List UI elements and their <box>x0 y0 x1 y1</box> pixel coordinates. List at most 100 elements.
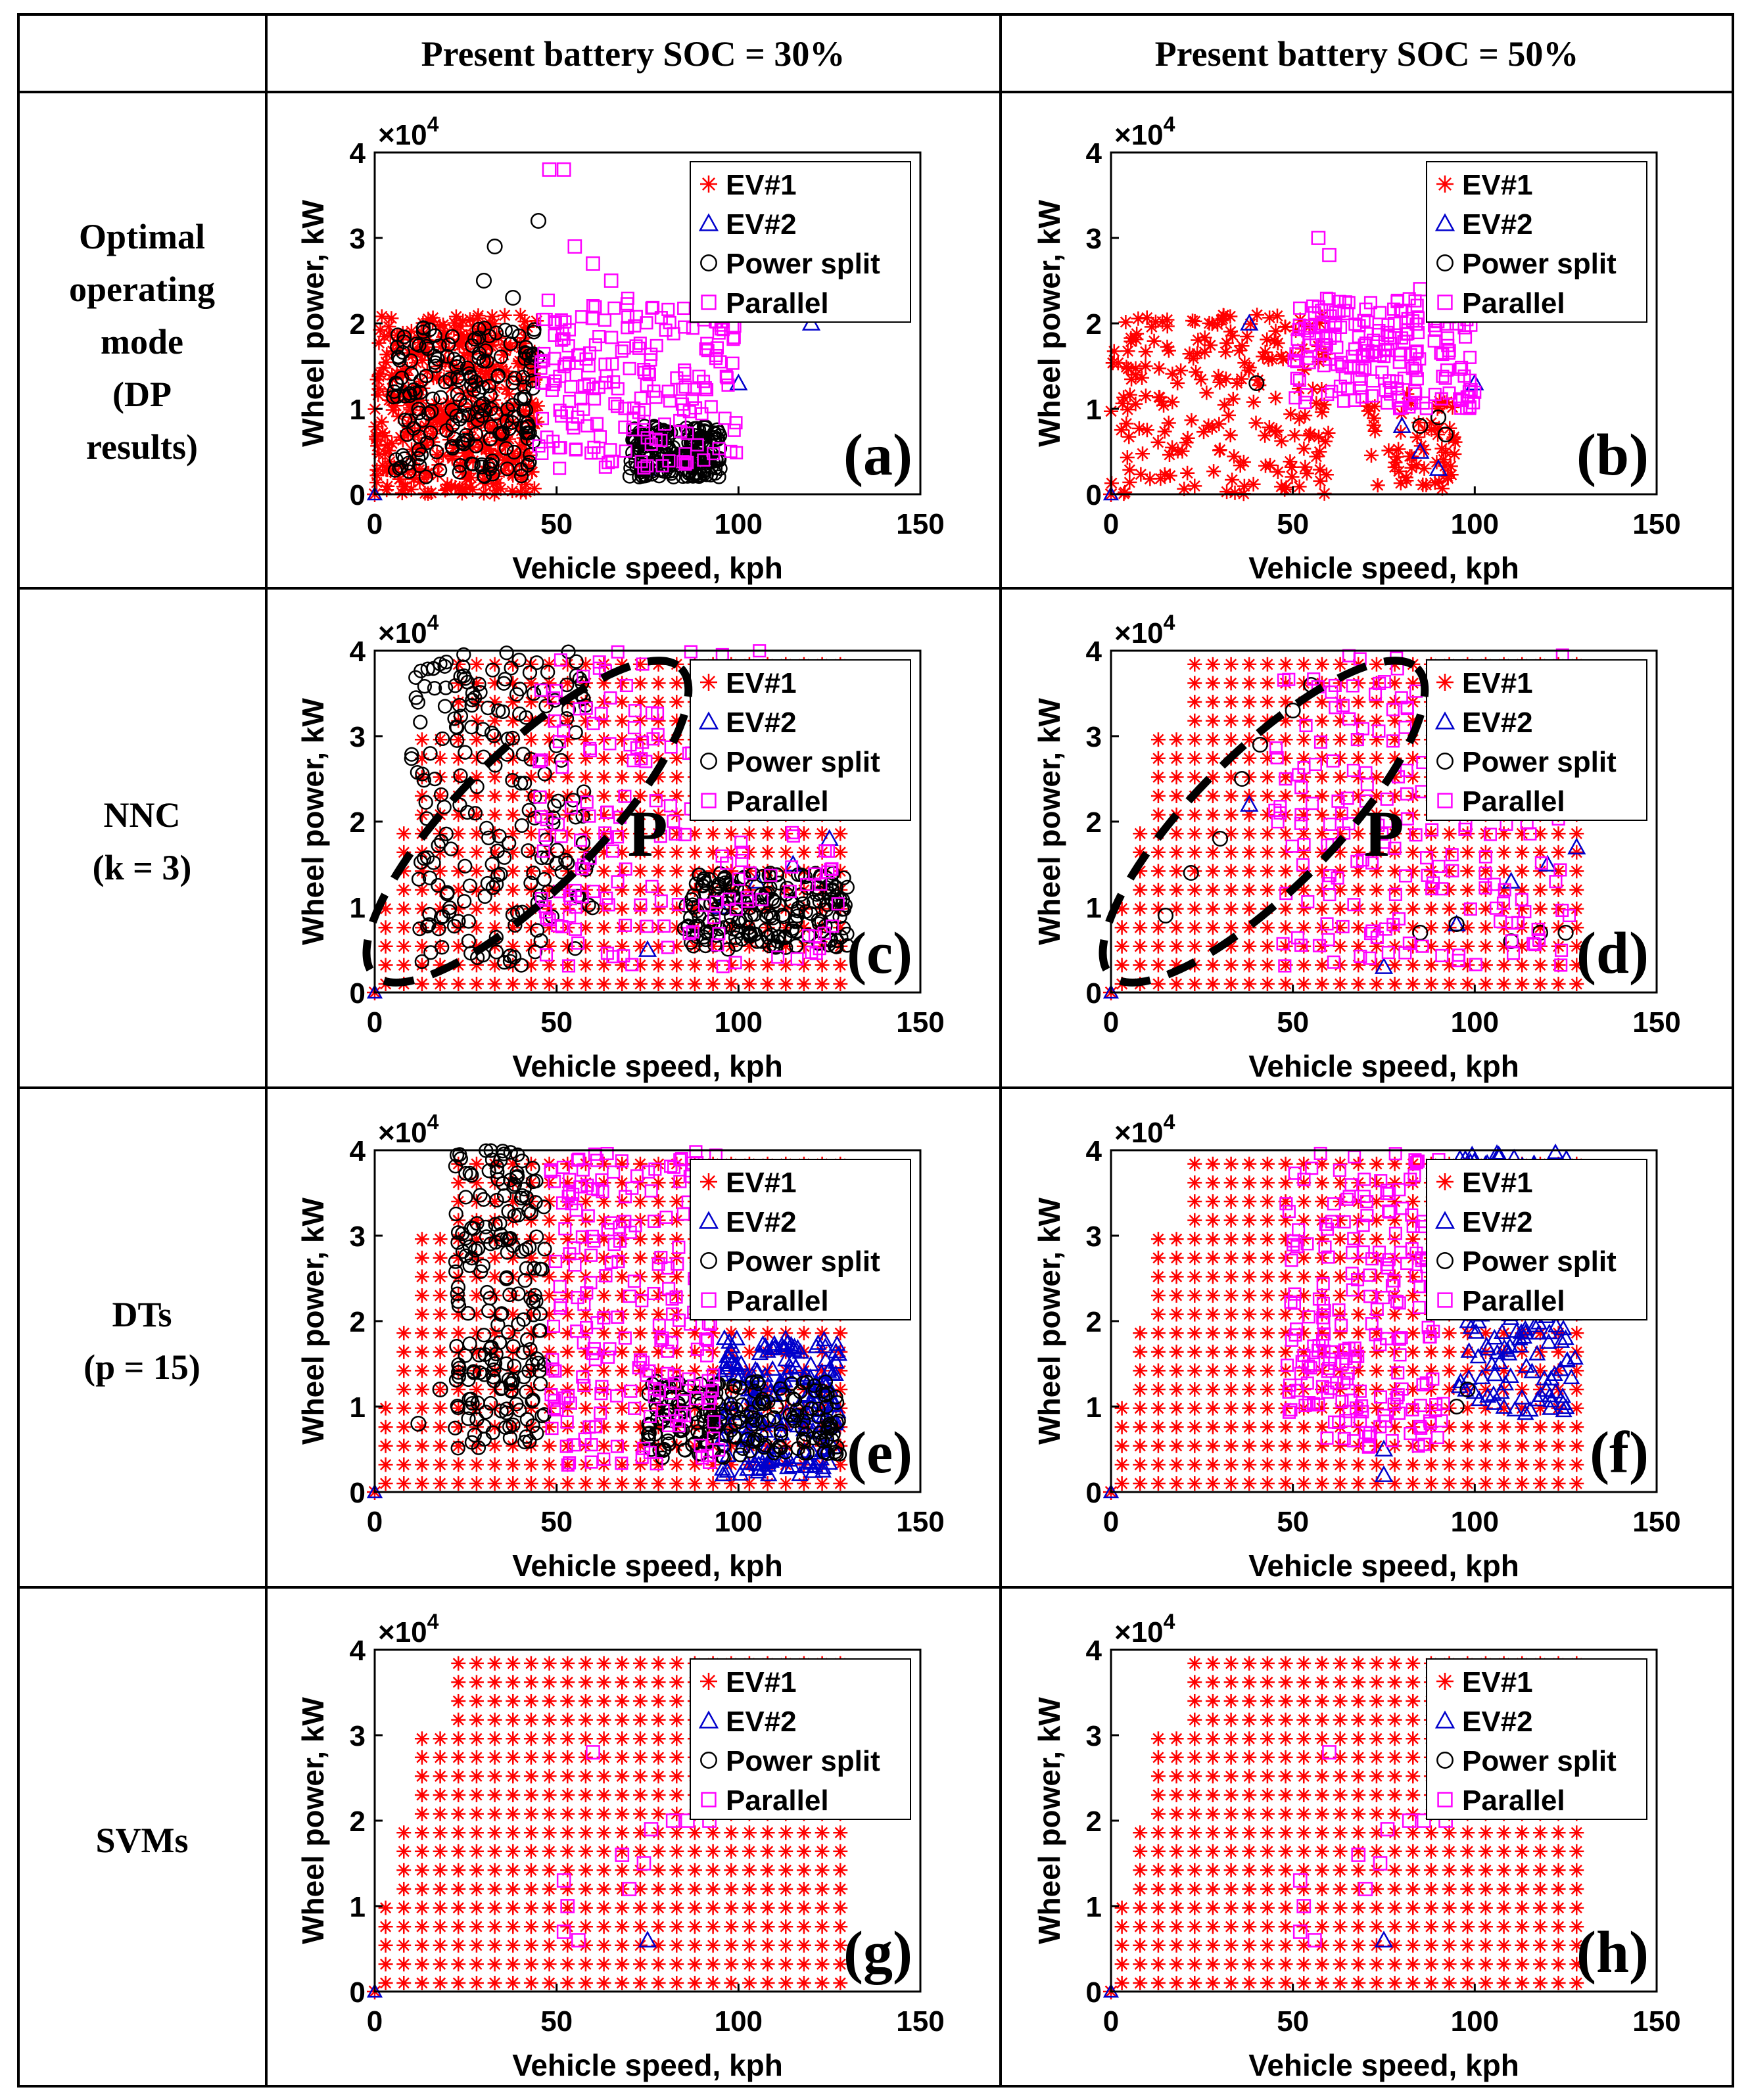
data-point <box>1285 702 1301 719</box>
data-point <box>608 397 622 411</box>
row-label-line: (k = 3) <box>93 848 192 887</box>
data-point <box>724 845 739 860</box>
x-tick-label: 50 <box>1277 1006 1309 1038</box>
data-point <box>1369 1213 1384 1228</box>
data-point <box>1366 417 1381 432</box>
data-point <box>684 645 698 659</box>
data-point <box>580 795 594 809</box>
data-point <box>1290 931 1305 945</box>
data-point <box>584 446 598 460</box>
legend-entry: Parallel <box>726 287 829 319</box>
data-point <box>680 455 694 469</box>
data-point <box>654 1251 668 1265</box>
data-point <box>1369 1156 1384 1171</box>
data-point <box>465 1395 480 1411</box>
data-point <box>513 484 528 500</box>
data-point <box>485 458 500 473</box>
data-point <box>1567 837 1586 854</box>
data-point <box>1128 361 1143 376</box>
data-point <box>451 1401 466 1416</box>
data-point <box>483 1395 498 1411</box>
data-point <box>603 1342 617 1356</box>
data-point <box>633 1353 648 1367</box>
data-point <box>529 1229 544 1244</box>
data-point <box>1292 373 1306 387</box>
data-point <box>1260 1213 1275 1228</box>
data-point <box>542 939 557 954</box>
data-point <box>568 810 583 825</box>
data-point <box>1369 845 1384 860</box>
data-point <box>1187 732 1202 747</box>
data-point <box>724 958 739 973</box>
data-point <box>542 676 557 691</box>
data-point <box>778 1458 797 1474</box>
data-point <box>489 328 504 343</box>
data-point <box>644 1184 658 1198</box>
data-point <box>1169 770 1184 785</box>
data-point <box>465 359 480 374</box>
data-point <box>1314 789 1329 803</box>
data-point <box>469 920 484 935</box>
x-tick-label: 100 <box>715 508 763 540</box>
data-point <box>458 482 473 497</box>
data-point <box>1351 713 1366 728</box>
data-point <box>1133 883 1148 897</box>
data-point <box>551 817 565 831</box>
data-point <box>1169 864 1184 879</box>
data-point <box>1242 732 1257 747</box>
data-point <box>1331 358 1344 371</box>
data-point <box>1119 416 1134 431</box>
data-point <box>1515 826 1530 841</box>
data-point <box>791 1465 809 1482</box>
data-point <box>433 1363 448 1378</box>
data-point <box>707 465 723 481</box>
data-point <box>542 751 557 766</box>
data-point <box>1442 939 1457 954</box>
data-point <box>481 700 496 716</box>
data-point <box>561 1389 575 1403</box>
data-point <box>817 1351 835 1367</box>
data-point <box>1114 423 1129 438</box>
y-multiplier-exponent: 4 <box>427 112 439 136</box>
data-point <box>1498 883 1511 897</box>
data-point <box>1223 1344 1239 1359</box>
data-point <box>1233 458 1248 473</box>
data-point <box>596 826 611 841</box>
data-point <box>1551 826 1566 841</box>
data-point <box>650 707 665 720</box>
data-point <box>1406 1382 1421 1397</box>
data-point <box>1299 718 1313 732</box>
legend-entry: Power split <box>1462 248 1617 280</box>
data-point <box>617 949 630 963</box>
data-point <box>1189 364 1204 379</box>
data-point <box>1296 441 1312 456</box>
data-point <box>615 344 628 358</box>
data-point <box>1369 695 1384 709</box>
data-point <box>1442 920 1457 935</box>
data-point <box>1128 396 1143 411</box>
data-point <box>1152 361 1167 376</box>
data-point <box>575 310 588 324</box>
data-point <box>586 1347 600 1361</box>
data-point <box>404 323 419 338</box>
data-point <box>669 901 684 916</box>
data-point <box>1379 814 1393 828</box>
data-point <box>669 920 684 935</box>
data-point <box>1278 751 1293 766</box>
data-point <box>560 901 575 916</box>
data-point <box>464 1435 480 1450</box>
data-point <box>433 958 448 973</box>
data-point <box>1187 1175 1202 1190</box>
data-point <box>1406 770 1421 785</box>
data-point <box>506 446 521 461</box>
data-point <box>1387 1457 1402 1472</box>
data-point <box>757 1422 774 1438</box>
data-point <box>687 939 702 954</box>
data-point <box>1150 1344 1166 1359</box>
data-point <box>1223 920 1239 935</box>
data-point <box>487 920 502 935</box>
data-point <box>740 1432 755 1447</box>
data-point <box>1460 883 1475 897</box>
data-point <box>455 1226 470 1242</box>
